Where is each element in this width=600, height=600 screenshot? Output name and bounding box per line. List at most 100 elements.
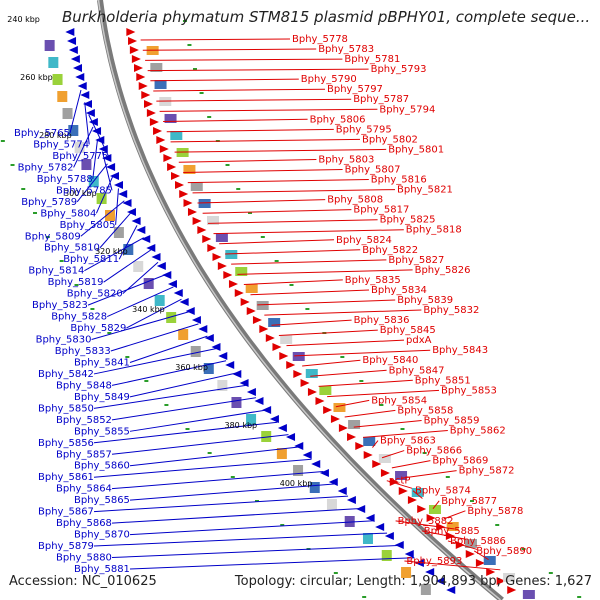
leader-line xyxy=(257,299,396,306)
gene-label-reverse[interactable]: Bphy_5789 xyxy=(21,197,77,208)
gene-label-reverse[interactable]: Bphy_5852 xyxy=(56,415,112,426)
gene-label-forward[interactable]: Bphy_5843 xyxy=(432,345,488,356)
gene-label-reverse[interactable]: Bphy_5841 xyxy=(74,357,130,368)
gene-label-forward[interactable]: Bphy_5781 xyxy=(344,54,400,65)
gene-label-forward[interactable]: Bphy_5893 xyxy=(406,556,462,567)
gene-label-forward[interactable]: Bphy_5787 xyxy=(353,94,409,105)
gene-label-forward[interactable]: Bphy_5874 xyxy=(415,486,471,497)
outer-guide-dot xyxy=(164,404,169,406)
gene-label-reverse[interactable]: Bphy_5788 xyxy=(37,174,93,185)
gene-label-reverse[interactable]: Bphy_5823 xyxy=(32,300,88,311)
gene-label-forward[interactable]: Bphy_5863 xyxy=(380,436,436,447)
gene-label-forward[interactable]: Bphy_5836 xyxy=(354,315,410,326)
gene-label-forward[interactable]: Bphy_5866 xyxy=(406,446,462,457)
gene-label-forward[interactable]: Bphy_5808 xyxy=(327,195,383,206)
forward-gene-arrow xyxy=(187,208,197,216)
gene-label-forward[interactable]: Bphy_5801 xyxy=(388,144,444,155)
gene-label-reverse[interactable]: Bphy_5785 xyxy=(56,185,112,196)
gene-label-reverse[interactable]: Bphy_5829 xyxy=(70,323,126,334)
gene-label-forward[interactable]: Bphy_5847 xyxy=(389,365,445,376)
gene-label-reverse[interactable]: Bphy_5820 xyxy=(67,289,123,300)
gene-label-reverse[interactable]: Bphy_5879 xyxy=(38,541,94,552)
gene-label-forward[interactable]: Bphy_5816 xyxy=(371,175,427,186)
gene-label-forward[interactable]: Bphy_5797 xyxy=(327,84,383,95)
gene-label-reverse[interactable]: Bphy_5828 xyxy=(51,312,107,323)
gene-label-forward[interactable]: pdxA xyxy=(406,335,432,346)
gene-label-reverse[interactable]: Bphy_5865 xyxy=(74,495,130,506)
gene-label-forward[interactable]: Bphy_5878 xyxy=(467,506,523,517)
gene-label-forward[interactable]: Bphy_5862 xyxy=(450,426,506,437)
forward-gene-arrow xyxy=(380,469,390,477)
gene-label-forward[interactable]: Bphy_5794 xyxy=(379,104,435,115)
gene-label-forward[interactable]: Bphy_5803 xyxy=(318,154,374,165)
gene-label-reverse[interactable]: Bphy_5881 xyxy=(74,564,130,575)
gene-label-forward[interactable]: Bphy_5790 xyxy=(301,74,357,85)
gene-label-reverse[interactable]: Bphy_5809 xyxy=(25,231,81,242)
gene-label-forward[interactable]: Bphy_5822 xyxy=(362,245,418,256)
gene-label-forward[interactable]: Bphy_5778 xyxy=(292,34,348,45)
reverse-gene-arrow xyxy=(356,505,366,513)
leader-line xyxy=(264,309,422,316)
gene-label-reverse[interactable]: Bphy_5775 xyxy=(52,151,108,162)
gene-label-reverse[interactable]: Bphy_5833 xyxy=(55,346,111,357)
gene-label-reverse[interactable]: Bphy_5819 xyxy=(48,277,104,288)
gene-label-forward[interactable]: Bphy_5793 xyxy=(371,64,427,75)
gene-label-reverse[interactable]: Bphy_5804 xyxy=(40,208,96,219)
gene-label-forward[interactable]: Bphy_5802 xyxy=(362,134,418,145)
gene-label-reverse[interactable]: Bphy_5849 xyxy=(74,392,130,403)
gene-label-forward[interactable]: Bphy_5821 xyxy=(397,185,453,196)
gene-label-forward[interactable]: Bphy_5845 xyxy=(380,325,436,336)
gene-label-forward[interactable]: Bphy_5783 xyxy=(318,44,374,55)
gene-label-forward[interactable]: Bphy_5827 xyxy=(388,255,444,266)
gene-label-forward[interactable]: Bphy_5885 xyxy=(424,526,480,537)
gene-label-reverse[interactable]: Bphy_5811 xyxy=(63,254,119,265)
gene-label-forward[interactable]: Bphy_5795 xyxy=(336,124,392,135)
gene-label-reverse[interactable]: Bphy_5855 xyxy=(74,426,130,437)
gene-label-reverse[interactable]: Bphy_5861 xyxy=(38,472,94,483)
gene-label-forward[interactable]: Bphy_5853 xyxy=(441,385,497,396)
gene-label-forward[interactable]: Bphy_5832 xyxy=(423,305,479,316)
gene-label-reverse[interactable]: Bphy_5830 xyxy=(36,335,92,346)
gene-label-reverse[interactable]: Bphy_5850 xyxy=(38,403,94,414)
gene-label-forward[interactable]: Bphy_5824 xyxy=(336,235,392,246)
gene-label-reverse[interactable]: Bphy_5814 xyxy=(28,266,84,277)
gene-label-forward[interactable]: Bphy_5872 xyxy=(459,466,515,477)
gene-label-reverse[interactable]: Bphy_5774 xyxy=(33,139,89,150)
gene-label-reverse[interactable]: Bphy_5857 xyxy=(56,449,112,460)
gene-label-forward[interactable]: actP xyxy=(389,476,411,487)
gene-label-forward[interactable]: Bphy_5890 xyxy=(476,546,532,557)
leader-line xyxy=(101,151,113,191)
gene-label-forward[interactable]: Bphy_5818 xyxy=(406,225,462,236)
gene-label-reverse[interactable]: Bphy_5856 xyxy=(38,438,94,449)
gene-label-reverse[interactable]: Bphy_5765 xyxy=(14,128,70,139)
gene-label-reverse[interactable]: Bphy_5864 xyxy=(56,484,112,495)
gene-label-reverse[interactable]: Bphy_5848 xyxy=(56,380,112,391)
gene-label-forward[interactable]: Bphy_5858 xyxy=(397,405,453,416)
gene-label-forward[interactable]: Bphy_5882 xyxy=(398,516,454,527)
gene-label-reverse[interactable]: Bphy_5782 xyxy=(18,162,74,173)
gene-label-reverse[interactable]: Bphy_5805 xyxy=(60,220,116,231)
gene-label-reverse[interactable]: Bphy_5810 xyxy=(44,243,100,254)
gene-label-forward[interactable]: Bphy_5839 xyxy=(397,295,453,306)
gene-label-forward[interactable]: Bphy_5817 xyxy=(353,205,409,216)
gene-label-forward[interactable]: Bphy_5826 xyxy=(415,265,471,276)
gene-label-reverse[interactable]: Bphy_5860 xyxy=(74,461,130,472)
gene-label-forward[interactable]: Bphy_5834 xyxy=(371,285,427,296)
gene-label-forward[interactable]: Bphy_5886 xyxy=(450,536,506,547)
gene-label-forward[interactable]: Bphy_5877 xyxy=(441,496,497,507)
gene-label-forward[interactable]: Bphy_5807 xyxy=(345,165,401,176)
gene-label-forward[interactable]: Bphy_5851 xyxy=(415,375,471,386)
gene-label-forward[interactable]: Bphy_5806 xyxy=(310,114,366,125)
gene-label-reverse[interactable]: Bphy_5867 xyxy=(38,507,94,518)
gene-label-forward[interactable]: Bphy_5825 xyxy=(380,215,436,226)
gene-label-forward[interactable]: Bphy_5840 xyxy=(362,355,418,366)
gene-label-forward[interactable]: Bphy_5835 xyxy=(345,275,401,286)
gene-label-forward[interactable]: Bphy_5859 xyxy=(424,415,480,426)
gene-label-reverse[interactable]: Bphy_5870 xyxy=(74,530,130,541)
gene-label-reverse[interactable]: Bphy_5842 xyxy=(38,369,94,380)
gene-label-forward[interactable]: Bphy_5869 xyxy=(432,456,488,467)
gene-label-forward[interactable]: Bphy_5854 xyxy=(371,395,427,406)
gene-label-reverse[interactable]: Bphy_5868 xyxy=(56,518,112,529)
inner-guide-dot xyxy=(400,428,405,430)
gene-label-reverse[interactable]: Bphy_5880 xyxy=(56,553,112,564)
